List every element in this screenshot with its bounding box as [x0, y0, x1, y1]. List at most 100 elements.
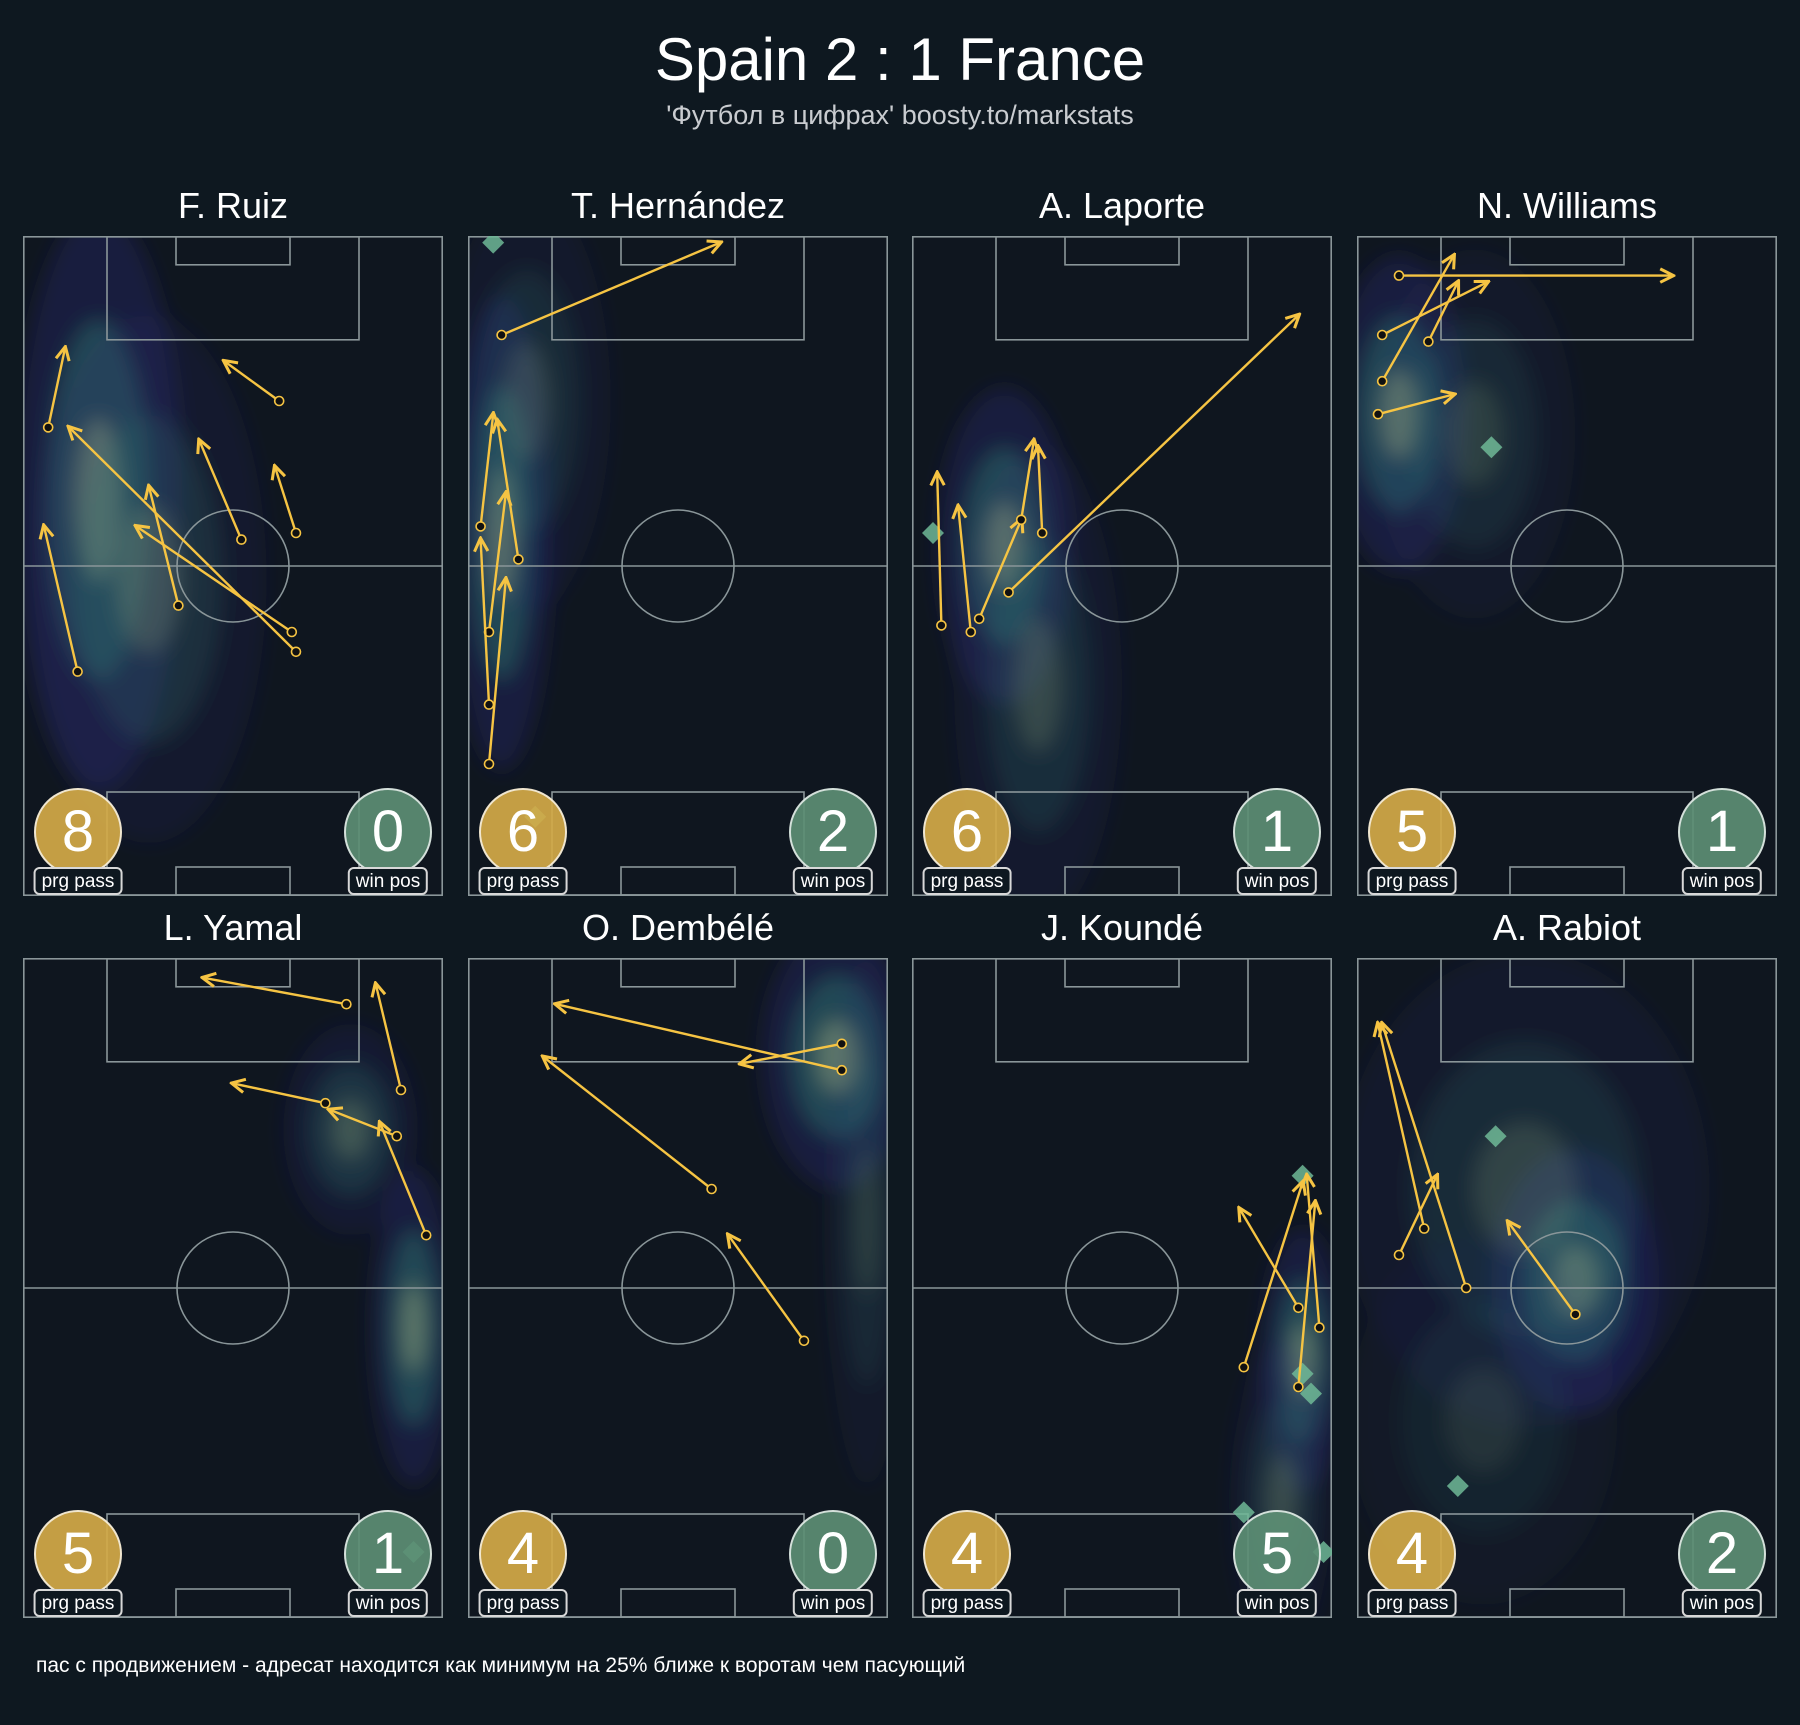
progressive-pass — [556, 1004, 848, 1076]
win-position-count-badge: 0 — [789, 1510, 877, 1598]
pass-arrow — [225, 361, 280, 402]
goal-box-top — [620, 236, 736, 266]
centre-circle — [1065, 1231, 1179, 1345]
progressive-pass — [1382, 1024, 1472, 1294]
density-core — [855, 1148, 879, 1296]
goal-box-top — [620, 958, 736, 988]
progressive-pass-count-label: prg pass — [1367, 1589, 1457, 1617]
pass-origin — [973, 613, 985, 625]
progressive-pass — [1240, 1209, 1304, 1314]
win-position-count-label: win pos — [347, 867, 429, 895]
pass-arrow — [1242, 1182, 1303, 1368]
progressive-pass — [973, 520, 1022, 625]
pass-arrow — [69, 427, 297, 653]
page-title: Spain 2 : 1 France — [654, 26, 1146, 93]
pitch-panel: 4 prg pass 0 win pos — [468, 958, 888, 1618]
pass-origin — [1570, 1309, 1581, 1320]
density-layer — [283, 1024, 443, 1486]
pass-arrow — [233, 1083, 326, 1105]
pitch-markings — [1357, 958, 1777, 1618]
pass-arrow — [978, 520, 1021, 620]
win-position-count-badge: 0 — [344, 788, 432, 876]
pass-origin — [1418, 1223, 1430, 1234]
goal-box-top — [175, 236, 291, 266]
progressive-pass-count-badge: 5 — [1368, 788, 1456, 876]
progressive-pass-count-label: prg pass — [1367, 867, 1457, 895]
progressive-pass-count-badge: 4 — [923, 1510, 1011, 1598]
goal-box-top — [175, 958, 291, 988]
progressive-pass — [937, 474, 947, 631]
progressive-pass-count-label: prg pass — [922, 867, 1012, 895]
player-name: A. Laporte — [1038, 185, 1206, 226]
goal-box-top — [1509, 958, 1625, 988]
density-layer — [23, 236, 267, 844]
goal-box-bottom — [620, 866, 736, 896]
pass-origin — [341, 998, 352, 1010]
pass-origin — [836, 1064, 848, 1076]
player-name: A. Rabiot — [1492, 907, 1642, 948]
pass-arrow — [1381, 282, 1487, 337]
progressive-pass — [741, 1038, 848, 1063]
progressive-pass — [1508, 1222, 1581, 1320]
pass-origin — [798, 1335, 810, 1347]
pass-arrow — [1377, 394, 1454, 416]
pass-arrow — [481, 540, 491, 705]
progressive-pass-count-label: prg pass — [33, 867, 123, 895]
pass-origin — [1423, 336, 1434, 347]
player-grid: F. Ruiz 8 prg pass 0 win pos T. Hernández 6 prg… — [23, 185, 1777, 1618]
pass-arrow — [1240, 1209, 1300, 1309]
pass-arrow — [501, 243, 720, 337]
player-name: F. Ruiz — [177, 185, 289, 226]
progressive-pass-count-badge: 6 — [479, 788, 567, 876]
player-name: O. Dembélé — [581, 907, 775, 948]
progressive-pass — [199, 441, 247, 545]
density-layer — [1357, 958, 1710, 1605]
pass-origin — [706, 1183, 717, 1195]
pass-origin — [1376, 329, 1388, 341]
density-core — [1446, 382, 1503, 486]
pass-origin — [236, 534, 247, 545]
win-position-marker — [1446, 1475, 1469, 1497]
win-position-count-label: win pos — [1681, 867, 1763, 895]
pass-origin — [1015, 514, 1027, 526]
goal-box-bottom — [175, 1588, 291, 1618]
progressive-pass-count-badge: 6 — [923, 788, 1011, 876]
pass-arrow — [544, 1057, 713, 1190]
pitch-chart — [1357, 236, 1777, 896]
progressive-pass-count-badge: 8 — [34, 788, 122, 876]
pass-origin — [1372, 408, 1384, 420]
pass-arrow — [937, 474, 941, 626]
win-position-count-label: win pos — [1236, 867, 1318, 895]
pass-arrow — [958, 507, 972, 633]
player-name: J. Koundé — [1040, 907, 1204, 948]
pass-arrow — [1427, 282, 1457, 343]
pass-arrow — [47, 348, 65, 428]
win-position-marker — [1232, 1501, 1255, 1524]
goal-box-bottom — [175, 866, 291, 896]
pitch-panel: 4 prg pass 2 win pos — [1357, 958, 1777, 1618]
win-position-count-badge: 1 — [1678, 788, 1766, 876]
pass-arrow — [275, 467, 298, 534]
pass-origin — [1393, 1249, 1405, 1261]
pass-origin — [420, 1229, 432, 1241]
pass-arrow — [136, 526, 293, 633]
pass-origin — [173, 600, 184, 611]
pass-arrow — [199, 441, 243, 541]
pass-origin — [965, 626, 977, 638]
centre-circle — [621, 1231, 735, 1345]
progressive-pass — [483, 579, 506, 770]
pass-origin — [483, 758, 495, 770]
pass-arrow — [44, 526, 79, 672]
pass-arrow — [556, 1004, 843, 1072]
goal-box-bottom — [1064, 866, 1180, 896]
progressive-pass — [1238, 1182, 1303, 1373]
win-position-count-label: win pos — [792, 867, 874, 895]
progressive-pass — [958, 507, 977, 638]
density-layer — [762, 958, 888, 1486]
pitch-chart — [23, 958, 443, 1618]
density-core — [401, 1283, 426, 1372]
pass-origin — [1003, 587, 1014, 598]
pass-origin — [1314, 1322, 1325, 1333]
pass-origin — [42, 422, 54, 433]
pass-arrow — [1382, 1024, 1468, 1289]
